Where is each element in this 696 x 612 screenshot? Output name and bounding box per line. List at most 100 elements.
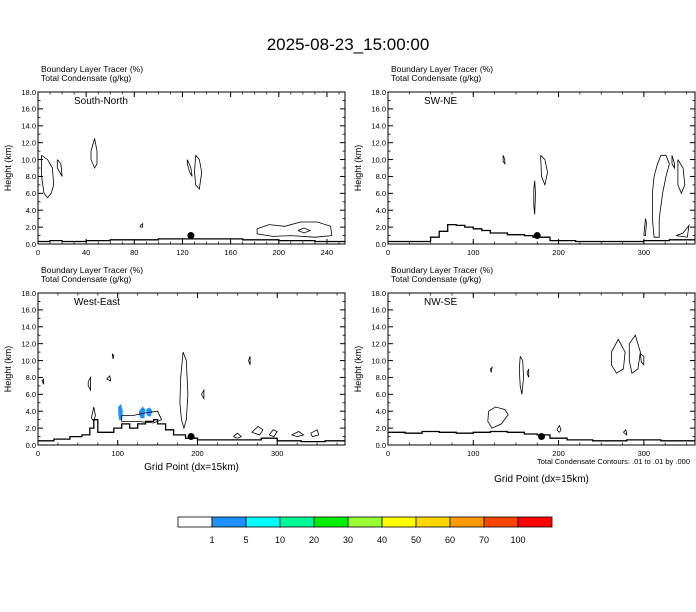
colorbar-label: 20 (309, 535, 319, 545)
condensate-contour (526, 368, 530, 378)
y-tick-label: 18.0 (21, 88, 36, 97)
colorbar-swatch (517, 516, 553, 528)
y-tick-label: 10.0 (371, 356, 386, 365)
y-tick-label: 18.0 (21, 289, 36, 298)
x-tick-label: 160 (224, 248, 237, 257)
section-label: South-North (74, 96, 128, 107)
condensate-contour (677, 159, 686, 195)
condensate-contour (256, 221, 333, 238)
panel-header-condensate: Total Condensate (g/kg) (391, 73, 481, 83)
section-label: West-East (74, 297, 120, 308)
x-tick-label: 0 (36, 449, 40, 458)
condensate-contour (533, 180, 536, 215)
y-axis-label: Height (km) (353, 145, 363, 192)
y-tick-label: 2.0 (376, 223, 386, 232)
y-tick-label: 6.0 (26, 189, 36, 198)
condensate-contour (41, 378, 44, 385)
y-tick-label: 8.0 (376, 172, 386, 181)
condensate-contour (87, 375, 91, 392)
y-tick-label: 8.0 (26, 172, 36, 181)
section-label: NW-SE (424, 297, 457, 308)
panel-header-tracer: Boundary Layer Tracer (%) (391, 265, 493, 275)
y-tick-label: 10.0 (21, 155, 36, 164)
condensate-contour (518, 356, 525, 395)
x-axis-label: Grid Point (dx=15km) (494, 474, 589, 485)
station-marker (187, 232, 195, 240)
x-tick-label: 120 (176, 248, 189, 257)
panel-header-condensate: Total Condensate (g/kg) (41, 274, 131, 284)
y-tick-label: 14.0 (371, 323, 386, 332)
condensate-contour (179, 351, 189, 430)
panel-nw-se: Boundary Layer Tracer (%) Total Condensat… (353, 265, 696, 485)
y-tick-label: 10.0 (21, 356, 36, 365)
y-tick-label: 2.0 (26, 424, 36, 433)
x-tick-label: 200 (191, 449, 204, 458)
colorbar-label: 50 (411, 535, 421, 545)
panel-header-tracer: Boundary Layer Tracer (%) (41, 64, 143, 74)
condensate-contour (487, 406, 509, 429)
y-axis-label: Height (km) (353, 346, 363, 393)
x-tick-label: 100 (467, 248, 480, 257)
condensate-contour (56, 159, 63, 177)
condensate-contour (186, 159, 193, 177)
plot-frame (37, 91, 346, 245)
condensate-contour (310, 429, 320, 438)
x-tick-label: 200 (552, 449, 565, 458)
y-tick-label: 18.0 (371, 289, 386, 298)
condensate-contour (90, 138, 98, 169)
y-tick-label: 12.0 (371, 138, 386, 147)
y-tick-label: 0.0 (26, 441, 36, 450)
condensate-contour (194, 155, 203, 191)
y-tick-label: 18.0 (371, 88, 386, 97)
y-tick-label: 0.0 (376, 240, 386, 249)
colorbar-swatch (347, 516, 383, 528)
terrain-line (388, 223, 695, 243)
condensate-contour (121, 410, 163, 424)
y-tick-label: 16.0 (21, 306, 36, 315)
x-axis-label: Grid Point (dx=15km) (144, 462, 239, 473)
y-tick-label: 14.0 (21, 323, 36, 332)
colorbar-label: 60 (445, 535, 455, 545)
colorbar-swatch (381, 516, 417, 528)
condensate-contour (233, 432, 243, 439)
tracer-shading (139, 406, 146, 419)
condensate-contour (623, 428, 628, 436)
panel-west-east: Boundary Layer Tracer (%)Total Condensat… (3, 265, 346, 473)
condensate-contour (291, 431, 305, 438)
colorbar-label: 5 (243, 535, 248, 545)
condensate-contour (671, 155, 675, 170)
terrain-line (38, 238, 345, 243)
y-tick-label: 16.0 (371, 306, 386, 315)
condensate-contour (652, 154, 670, 238)
y-tick-label: 12.0 (21, 339, 36, 348)
colorbar-label: 40 (377, 535, 387, 545)
condensate-contour (502, 155, 506, 166)
condensate-contour (111, 353, 115, 359)
colorbar-swatch (449, 516, 485, 528)
y-axis-label: Height (km) (3, 346, 13, 393)
condensate-contour (676, 223, 690, 238)
condensate-contour (251, 425, 264, 436)
y-tick-label: 4.0 (376, 407, 386, 416)
colorbar-label: 1 (209, 535, 214, 545)
x-tick-label: 0 (36, 248, 40, 257)
x-tick-label: 80 (130, 248, 138, 257)
y-tick-label: 2.0 (376, 424, 386, 433)
x-tick-label: 40 (82, 248, 90, 257)
y-tick-label: 6.0 (376, 390, 386, 399)
colorbar-label: 30 (343, 535, 353, 545)
x-tick-label: 300 (638, 248, 651, 257)
y-tick-label: 4.0 (26, 407, 36, 416)
condensate-contour (297, 227, 312, 234)
plot-frame (37, 292, 346, 446)
contour-footnote: Total Condensate Contours: .01 to .01 by… (537, 457, 690, 466)
condensate-contour (556, 424, 562, 433)
y-axis-label: Height (km) (3, 145, 13, 192)
y-tick-label: 8.0 (376, 373, 386, 382)
condensate-contour (643, 218, 647, 236)
terrain-line (38, 419, 345, 443)
y-tick-label: 16.0 (21, 105, 36, 114)
colorbar-label: 100 (510, 535, 525, 545)
condensate-contour (139, 222, 144, 228)
